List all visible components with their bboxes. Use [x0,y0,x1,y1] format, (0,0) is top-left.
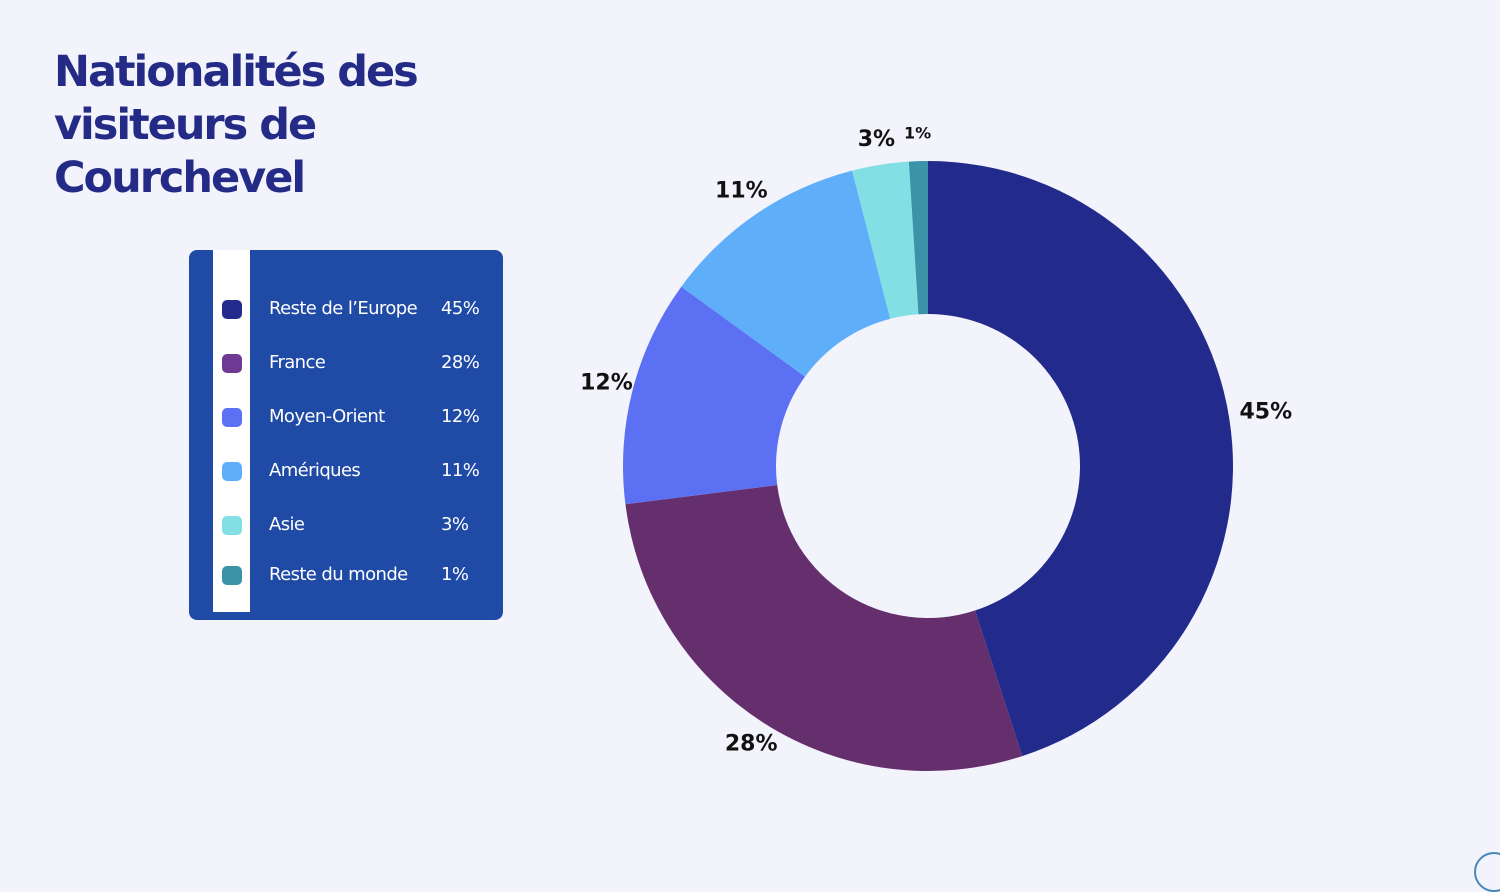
legend-swatch [222,566,242,585]
legend-item-reste-de-l-europe: Reste de l’Europe 45% [189,294,503,324]
donut-slice-reste-du-monde [908,161,928,315]
legend-item-moyen-orient: Moyen-Orient 12% [189,402,503,432]
legend-swatch [222,462,242,481]
chart-title: Nationalités des visiteurs de Courchevel [54,47,419,203]
donut-slice-ameriques [681,170,891,377]
slice-label-asie: 3% [858,127,895,152]
legend-label: Reste de l’Europe [269,298,418,319]
legend-value: 3% [441,514,469,535]
legend-value: 12% [441,406,480,427]
donut-slice-reste-de-l-europe [928,161,1233,757]
donut-chart: 45% 28% 12% 11% 3% 1% [580,124,1292,771]
legend-label: Amériques [269,460,361,481]
legend: Reste de l’Europe 45% France 28% Moyen-Orien… [189,250,503,620]
legend-swatch [222,354,242,373]
legend-swatch [222,300,242,319]
legend-swatch [222,516,242,535]
legend-item-france: France 28% [189,348,503,378]
slice-label-reste-du-monde: 1% [904,124,931,143]
legend-label: Moyen-Orient [269,406,385,427]
legend-swatch [222,408,242,427]
slice-label-france: 28% [725,732,778,757]
slice-label-ameriques: 11% [715,178,768,203]
legend-item-reste-du-monde: Reste du monde 1% [189,560,503,590]
legend-item-ameriques: Amériques 11% [189,456,503,486]
corner-badge [1474,852,1500,892]
legend-item-asie: Asie 3% [189,510,503,540]
slice-label-moyen-orient: 12% [580,370,633,395]
legend-value: 11% [441,460,480,481]
legend-value: 28% [441,352,480,373]
legend-label: Reste du monde [269,564,408,585]
legend-value: 45% [441,298,480,319]
donut-slice-france [625,485,1023,771]
slice-label-reste-de-l-europe: 45% [1239,399,1292,424]
donut-slice-asie [852,161,919,319]
legend-label: France [269,352,326,373]
legend-value: 1% [441,564,469,585]
legend-label: Asie [269,514,305,535]
donut-slice-moyen-orient [622,286,806,505]
